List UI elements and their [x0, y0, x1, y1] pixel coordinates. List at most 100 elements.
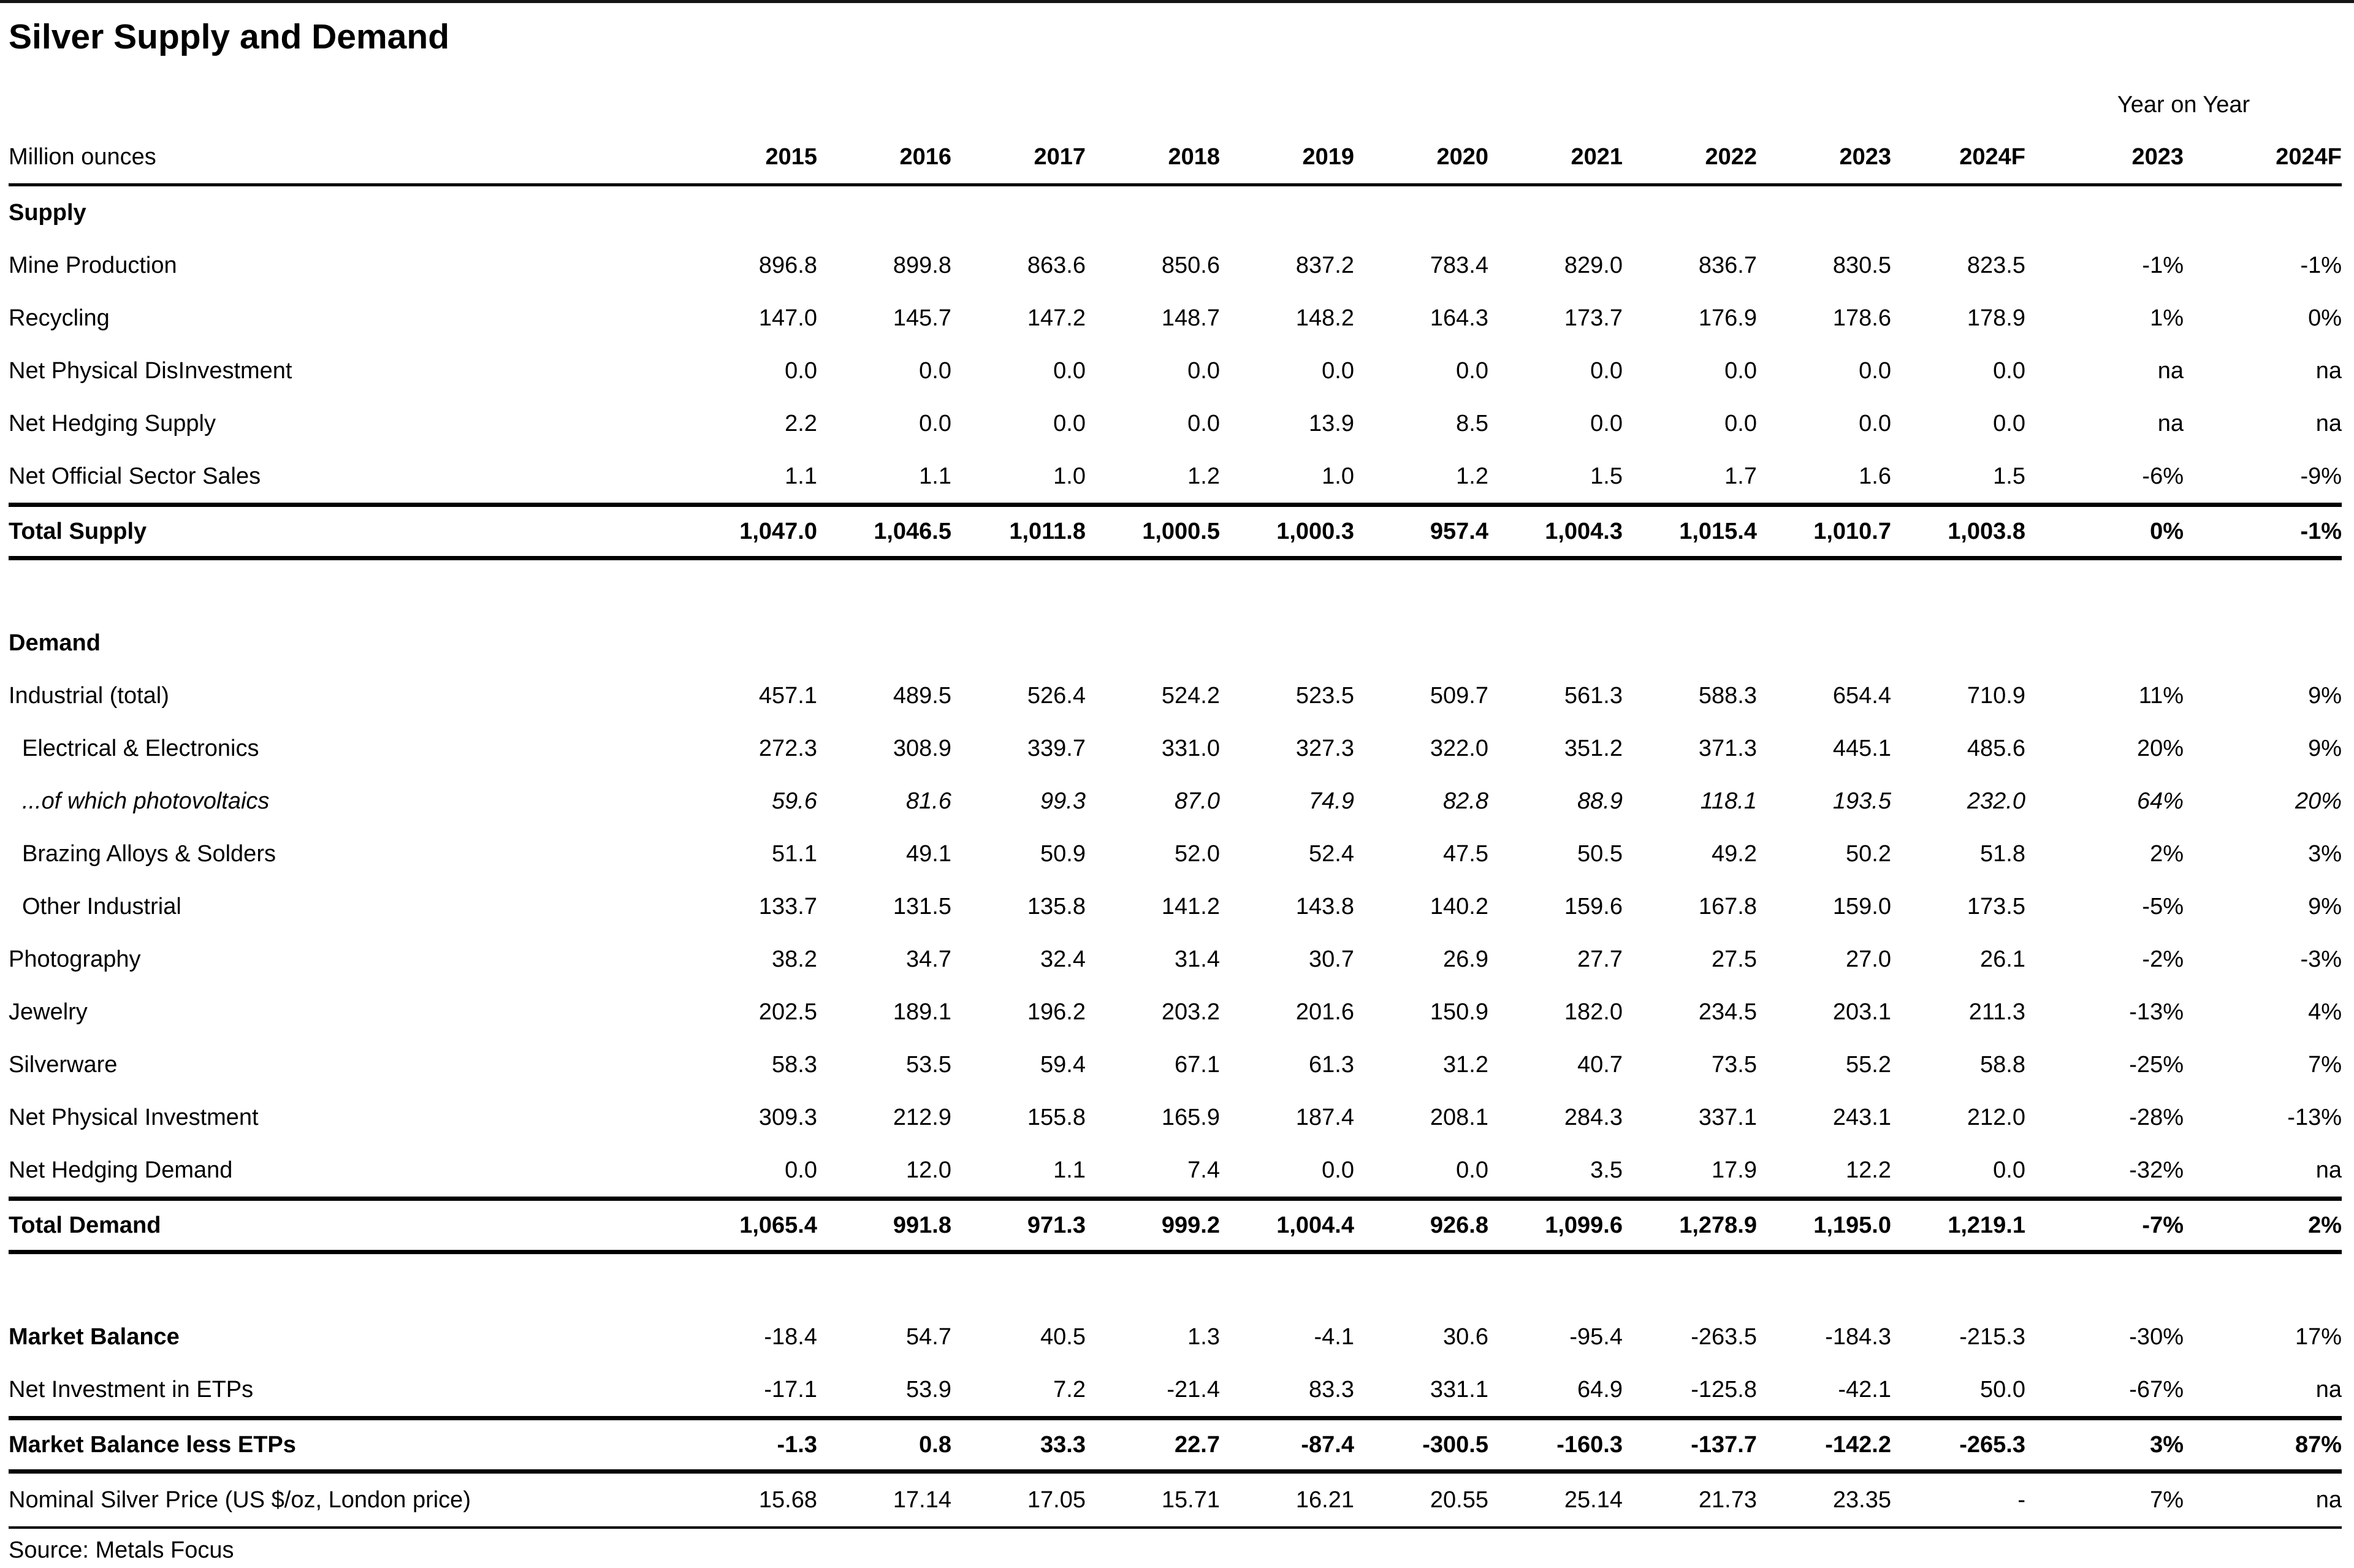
- year-value-cell: -95.4: [1569, 1323, 1623, 1350]
- yoy-value-cell: -32%: [2129, 1157, 2184, 1183]
- silver-supply-demand-table: Year on Year Million ounces 2015 2016 2017…: [9, 59, 2342, 1529]
- year-value-cell: 150.9: [1430, 999, 1488, 1025]
- year-value-cell: 710.9: [1967, 682, 2025, 709]
- year-value-cell: [683, 185, 817, 240]
- yoy-value-cell: 9%: [2308, 893, 2342, 919]
- year-value-cell: 0.0: [1187, 357, 1220, 384]
- year-value-cell: 82.8: [1443, 788, 1488, 814]
- yoy-header-label: Year on Year: [2117, 92, 2250, 118]
- year-value-cell: 1,011.8: [951, 503, 1086, 560]
- year-value-cell: 16.21: [1220, 1471, 1354, 1529]
- row-label: Jewelry: [9, 999, 88, 1025]
- yoy-value-cell: -1%: [2142, 252, 2184, 278]
- year-value-cell: 351.2: [1564, 735, 1623, 761]
- row-label: Brazing Alloys & Solders: [22, 840, 276, 867]
- year-value-cell: 1.1: [785, 463, 817, 489]
- year-value-cell: 49.1: [906, 840, 951, 867]
- year-value-cell: 61.3: [1309, 1051, 1354, 1078]
- year-value-cell: 0.0: [919, 410, 951, 436]
- year-value-cell: 74.9: [1309, 788, 1354, 814]
- year-value-cell: 148.2: [1295, 305, 1354, 331]
- year-value-cell: 1,219.1: [1891, 1197, 2025, 1254]
- yoy-value-cell: 0%: [2025, 503, 2184, 560]
- row-label: Demand: [9, 630, 101, 656]
- year-value-cell: 0.0: [1724, 357, 1757, 384]
- page-top-rule: [0, 0, 2354, 3]
- year-value-cell: 0.0: [1053, 410, 1086, 436]
- year-column-header: 2017: [951, 131, 1086, 186]
- year-value-cell: 99.3: [1040, 788, 1086, 814]
- year-value-cell: 201.6: [1295, 999, 1354, 1025]
- year-value-cell: 863.6: [1027, 252, 1086, 278]
- year-value-cell: 30.7: [1309, 946, 1354, 972]
- year-value-cell: [817, 185, 951, 240]
- year-value-cell: 50.5: [1577, 840, 1623, 867]
- year-value-cell: 0.0: [1859, 410, 1891, 436]
- year-value-cell: 12.0: [906, 1157, 951, 1183]
- yoy-value-cell: 11%: [2138, 682, 2184, 709]
- year-value-cell: 147.0: [758, 305, 817, 331]
- year-value-cell: 143.8: [1295, 893, 1354, 919]
- yoy-value-cell: -1%: [2184, 503, 2342, 560]
- year-value-cell: 212.0: [1967, 1104, 2025, 1130]
- year-value-cell: 176.9: [1698, 305, 1757, 331]
- yoy-value-cell: [2025, 185, 2184, 240]
- year-value-cell: 489.5: [893, 682, 951, 709]
- year-value-cell: 26.9: [1443, 946, 1488, 972]
- year-value-cell: 27.0: [1846, 946, 1891, 972]
- yoy-value-cell: -9%: [2300, 463, 2342, 489]
- year-value-cell: 445.1: [1832, 735, 1891, 761]
- year-value-cell: 34.7: [906, 946, 951, 972]
- table-row: Net Hedging Supply 2.2 0.0 0.0 0.0 13.9 8.5 0.0…: [9, 397, 2342, 450]
- year-value-cell: 0.0: [1322, 1157, 1354, 1183]
- year-value-cell: -1.3: [683, 1416, 817, 1474]
- table-header: Year on Year Million ounces 2015 2016 2017…: [9, 59, 2342, 186]
- year-value-cell: 7.4: [1187, 1157, 1220, 1183]
- year-value-cell: 17.14: [817, 1471, 951, 1529]
- year-value-cell: -184.3: [1825, 1323, 1891, 1350]
- year-value-cell: 12.2: [1846, 1157, 1891, 1183]
- year-value-cell: 322.0: [1430, 735, 1488, 761]
- year-value-cell: 1.2: [1187, 463, 1220, 489]
- year-value-cell: [951, 617, 1086, 669]
- row-label: Silverware: [9, 1051, 118, 1078]
- year-value-cell: 59.4: [1040, 1051, 1086, 1078]
- year-value-cell: 212.9: [893, 1104, 951, 1130]
- year-value-cell: 331.0: [1161, 735, 1220, 761]
- row-label: Net Physical Investment: [9, 1104, 259, 1130]
- row-label: Supply: [9, 199, 86, 226]
- page-title: Silver Supply and Demand: [9, 17, 450, 56]
- year-value-cell: 141.2: [1161, 893, 1220, 919]
- year-column-header: 2015: [683, 131, 817, 186]
- table-row: ...of which photovoltaics 59.6 81.6 99.3 87.…: [9, 775, 2342, 828]
- year-value-cell: -142.2: [1757, 1416, 1891, 1474]
- year-value-cell: 50.2: [1846, 840, 1891, 867]
- year-value-cell: 202.5: [758, 999, 817, 1025]
- year-value-cell: 0.0: [1187, 410, 1220, 436]
- spacer-cell: [9, 1252, 2342, 1311]
- section-row: Demand: [9, 617, 2342, 669]
- year-value-cell: 0.0: [1993, 357, 2025, 384]
- year-value-cell: 509.7: [1430, 682, 1488, 709]
- year-value-cell: 26.1: [1980, 946, 2025, 972]
- yoy-value-cell: -5%: [2142, 893, 2184, 919]
- table-row: Industrial (total) 457.1 489.5 526.4 524.2 52…: [9, 669, 2342, 722]
- year-value-cell: 52.4: [1309, 840, 1354, 867]
- year-column-header: 2018: [1086, 131, 1220, 186]
- year-value-cell: 30.6: [1443, 1323, 1488, 1350]
- row-label: Net Investment in ETPs: [9, 1376, 254, 1402]
- yoy-value-cell: 20%: [2136, 735, 2184, 761]
- year-value-cell: 17.9: [1712, 1157, 1757, 1183]
- source-note: Source: Metals Focus: [9, 1537, 234, 1563]
- year-value-cell: 148.7: [1161, 305, 1220, 331]
- year-value-cell: 830.5: [1832, 252, 1891, 278]
- year-value-cell: 309.3: [758, 1104, 817, 1130]
- year-value-cell: 178.9: [1967, 305, 2025, 331]
- year-value-cell: 1.5: [1590, 463, 1623, 489]
- year-value-cell: 40.5: [1040, 1323, 1086, 1350]
- table-row: Jewelry 202.5 189.1 196.2 203.2 201.6 150.9 182…: [9, 986, 2342, 1038]
- yoy-value-cell: 7%: [2308, 1051, 2342, 1078]
- year-value-cell: 0.0: [1053, 357, 1086, 384]
- yoy-value-cell: -13%: [2129, 999, 2184, 1025]
- year-value-cell: -160.3: [1488, 1416, 1623, 1474]
